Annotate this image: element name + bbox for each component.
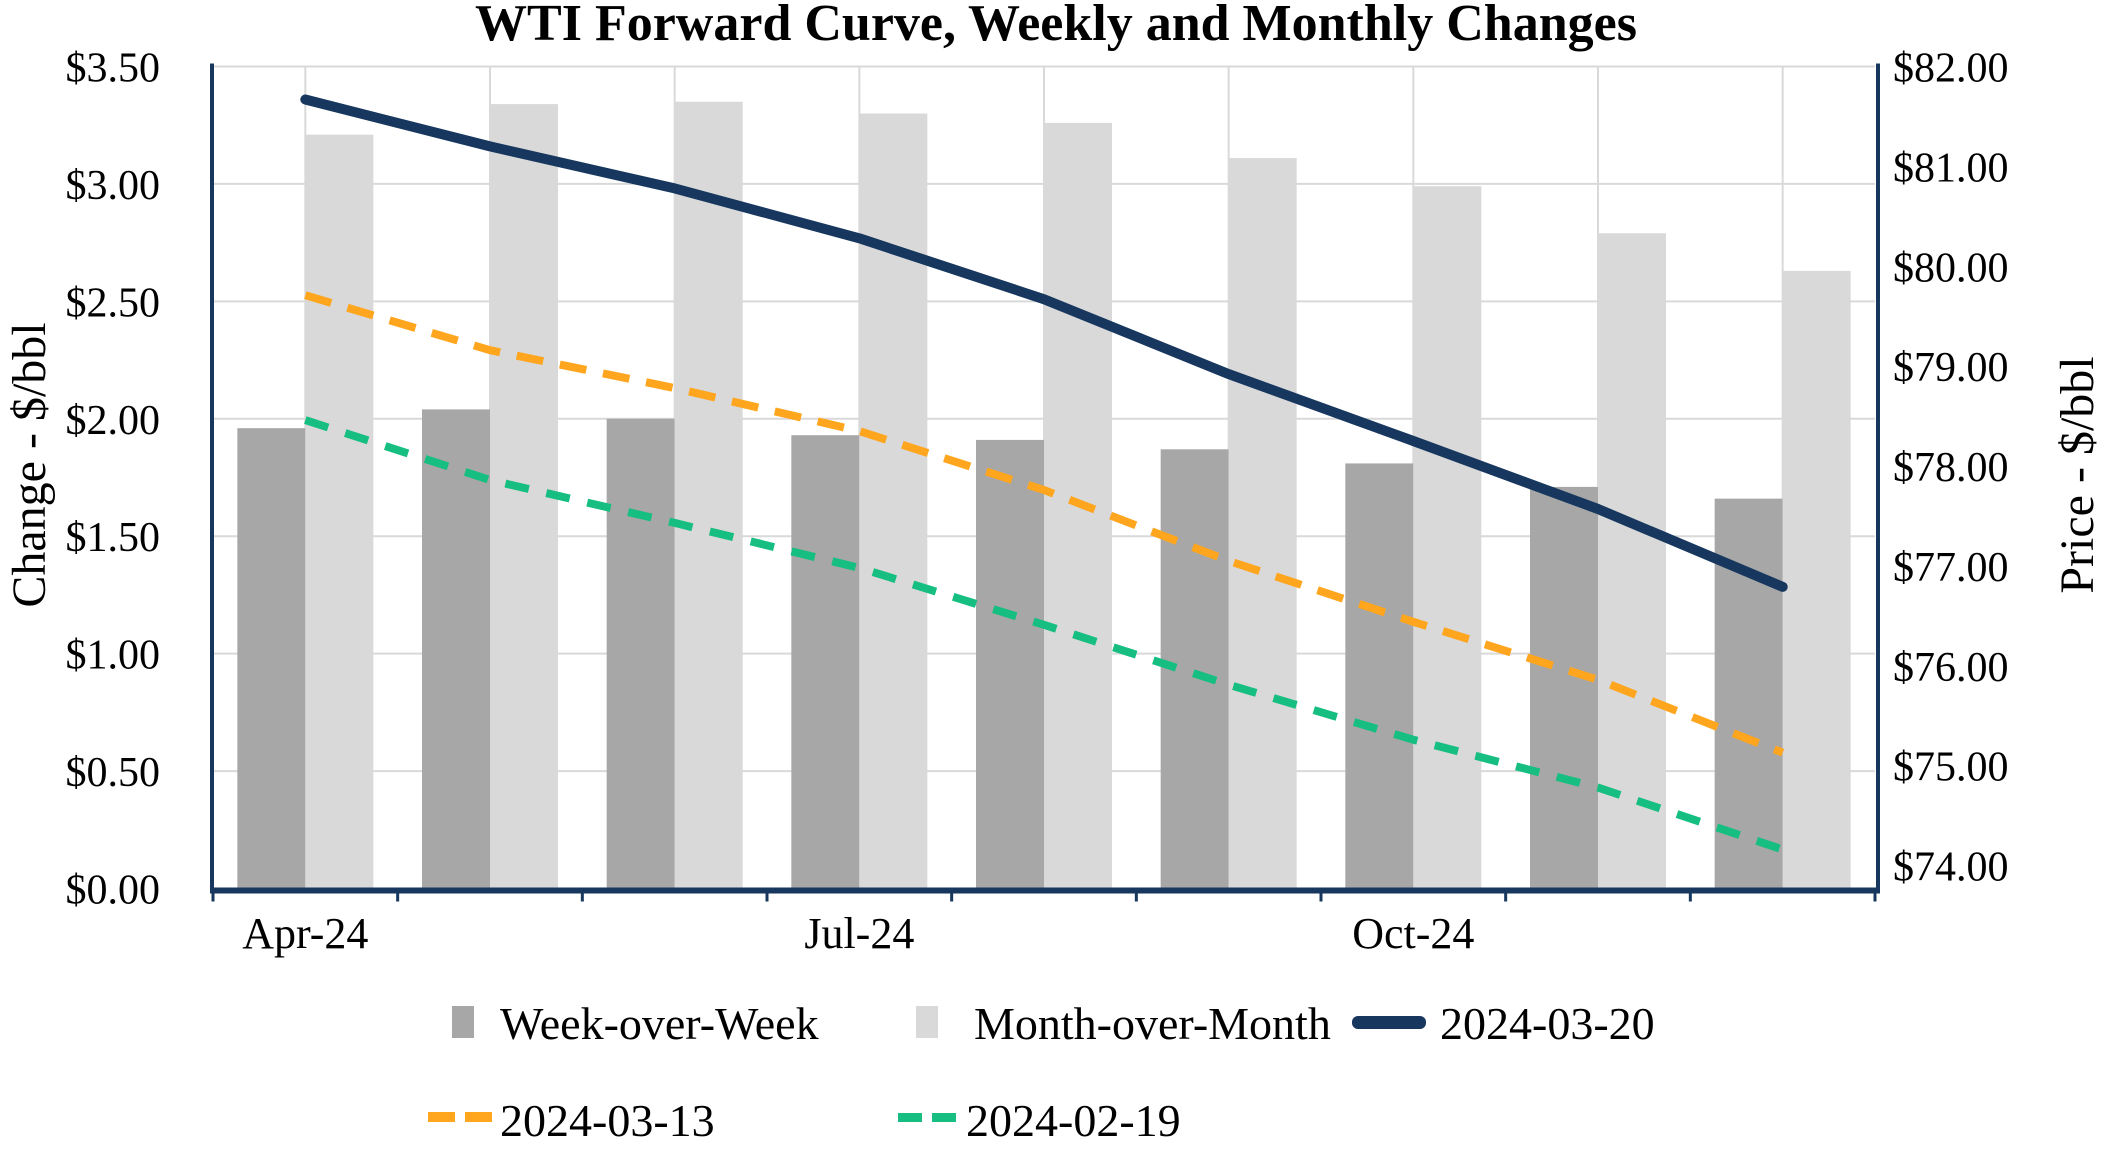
left-axis-tick-label: $0.00	[66, 868, 161, 914]
x-axis-tick	[765, 893, 769, 902]
legend-mom-swatch	[916, 1006, 938, 1038]
left-axis-tick-label: $1.50	[66, 515, 161, 561]
right-axis-tick-label: $79.00	[1893, 345, 2009, 391]
right-axis-title: Price - $/bbl	[2051, 356, 2104, 594]
right-axis-tick-label: $81.00	[1893, 145, 2009, 191]
bar-month-over-month-Oct-24	[1413, 186, 1482, 889]
x-axis-tick	[1504, 893, 1508, 902]
left-axis-tick-label: $2.00	[66, 398, 161, 444]
right-axis-line	[1876, 63, 1880, 893]
legend-orange-dash-swatch	[428, 1112, 492, 1122]
legend-orange-dash-label: 2024-03-13	[500, 1095, 715, 1146]
right-axis-tick-label: $82.00	[1893, 46, 2009, 92]
x-axis-tick	[580, 893, 584, 902]
legend-wow-label: Week-over-Week	[500, 998, 819, 1049]
bar-month-over-month-Dec-24	[1782, 270, 1851, 889]
x-axis-tick	[950, 893, 954, 902]
x-axis-tick	[211, 893, 215, 902]
line-2024-03-13	[304, 291, 1785, 757]
right-axis-tick-label: $76.00	[1893, 645, 2009, 691]
legend-navy-line-swatch	[1352, 1016, 1426, 1029]
left-axis-title: Change - $/bbl	[3, 322, 56, 608]
left-axis-tick-label: $3.50	[66, 46, 161, 92]
x-axis-tick	[1319, 893, 1323, 902]
line-2024-03-20	[300, 94, 1788, 592]
x-axis-tick	[1134, 893, 1138, 902]
right-axis-tick-label: $80.00	[1893, 245, 2009, 291]
bar-week-over-week-Jun-24	[606, 418, 675, 889]
bar-week-over-week-Apr-24	[237, 428, 306, 889]
chart-title: WTI Forward Curve, Weekly and Monthly Ch…	[475, 0, 1637, 52]
legend-green-dash-label: 2024-02-19	[966, 1095, 1181, 1146]
right-axis-tick-label: $78.00	[1893, 445, 2009, 491]
legend-navy-line-label: 2024-03-20	[1440, 998, 1655, 1049]
line-2024-02-19	[304, 416, 1784, 854]
right-axis-tick-label: $75.00	[1893, 745, 2009, 791]
bar-week-over-week-Aug-24	[976, 439, 1044, 889]
x-axis-tick	[1688, 893, 1692, 902]
bar-month-over-month-Jul-24	[859, 113, 928, 889]
x-axis-tick-label: Apr-24	[242, 909, 368, 958]
left-axis-tick-label: $2.50	[66, 280, 161, 326]
bar-week-over-week-May-24	[422, 409, 490, 889]
right-axis-tick-label: $77.00	[1893, 545, 2009, 591]
bar-month-over-month-Jun-24	[674, 101, 743, 889]
left-axis-tick-label: $1.00	[66, 633, 161, 679]
bar-month-over-month-Nov-24	[1598, 233, 1666, 889]
bar-month-over-month-Sep-24	[1228, 158, 1297, 889]
x-axis-tick	[396, 893, 400, 902]
bar-week-over-week-Jul-24	[791, 435, 860, 889]
bar-month-over-month-Apr-24	[305, 134, 374, 889]
left-axis-tick-label: $3.00	[66, 163, 161, 209]
bottom-axis-line	[210, 887, 1880, 894]
bar-week-over-week-Oct-24	[1345, 463, 1414, 889]
x-axis-tick-label: Jul-24	[804, 909, 914, 958]
x-axis-tick-label: Oct-24	[1352, 909, 1474, 958]
x-axis-tick	[1873, 893, 1877, 902]
legend-wow-swatch	[452, 1006, 474, 1038]
left-axis-tick-label: $0.50	[66, 750, 161, 796]
bar-week-over-week-Nov-24	[1530, 486, 1598, 889]
legend-mom-label: Month-over-Month	[974, 998, 1331, 1049]
left-axis-line	[210, 63, 214, 893]
right-axis-tick-label: $74.00	[1893, 845, 2009, 891]
legend-green-dash-swatch	[898, 1113, 956, 1122]
